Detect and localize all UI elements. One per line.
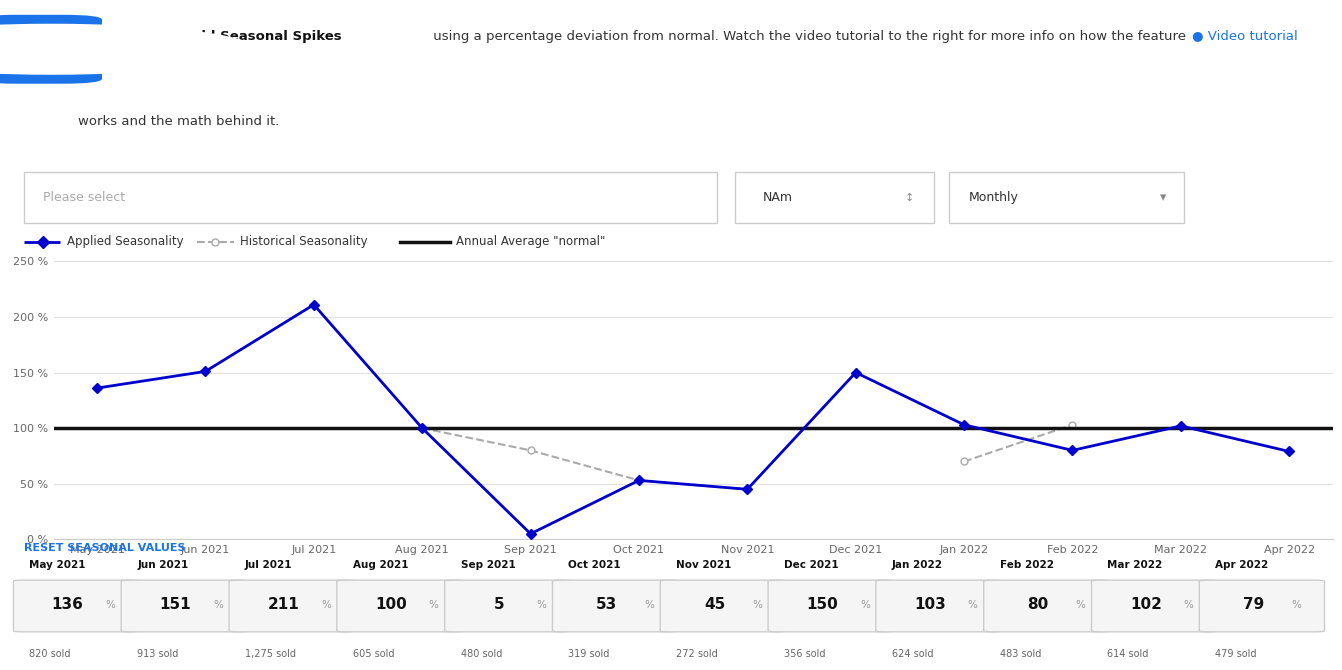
Text: 136: 136 [52,598,83,612]
Text: %: % [1184,600,1193,610]
FancyBboxPatch shape [24,172,717,223]
Text: Historical Seasonality: Historical Seasonality [240,235,368,249]
Text: Jun 2021: Jun 2021 [137,560,188,570]
FancyBboxPatch shape [229,580,354,632]
Text: 480 sold: 480 sold [460,649,502,659]
Text: 100: 100 [376,598,407,612]
Text: 614 sold: 614 sold [1107,649,1149,659]
FancyBboxPatch shape [768,580,894,632]
Text: 45: 45 [705,598,725,612]
FancyBboxPatch shape [735,172,934,223]
Text: Oct 2021: Oct 2021 [569,560,621,570]
Text: 624 sold: 624 sold [892,649,933,659]
Text: Automatically Add Seasonal Spikes: Automatically Add Seasonal Spikes [78,29,341,43]
Text: 820 sold: 820 sold [30,649,71,659]
Text: %: % [968,600,978,610]
Text: %: % [1076,600,1086,610]
Text: 102: 102 [1130,598,1162,612]
Text: ● Video tutorial: ● Video tutorial [1192,29,1298,43]
Text: 5: 5 [494,598,505,612]
Text: %: % [753,600,762,610]
Text: RESET SEASONAL VALUES: RESET SEASONAL VALUES [24,543,185,553]
Text: Jan 2022: Jan 2022 [892,560,943,570]
FancyBboxPatch shape [660,580,785,632]
FancyBboxPatch shape [444,580,570,632]
Text: Dec 2021: Dec 2021 [784,560,839,570]
Text: Jul 2021: Jul 2021 [246,560,293,570]
Text: %: % [537,600,546,610]
Text: 150: 150 [807,598,839,612]
FancyBboxPatch shape [121,580,247,632]
FancyBboxPatch shape [876,580,1001,632]
Text: %: % [1291,600,1302,610]
Text: Sep 2021: Sep 2021 [460,560,515,570]
Text: 913 sold: 913 sold [137,649,178,659]
Text: works and the math behind it.: works and the math behind it. [78,115,279,128]
Text: 319 sold: 319 sold [569,649,609,659]
FancyBboxPatch shape [13,580,138,632]
Text: Nov 2021: Nov 2021 [676,560,731,570]
Text: 1,275 sold: 1,275 sold [246,649,297,659]
Circle shape [0,24,255,74]
Text: 211: 211 [267,598,299,612]
FancyBboxPatch shape [949,172,1184,223]
Text: 272 sold: 272 sold [676,649,718,659]
Text: ↕: ↕ [906,193,914,202]
Text: %: % [860,600,870,610]
FancyBboxPatch shape [1091,580,1217,632]
Text: Aug 2021: Aug 2021 [353,560,408,570]
Text: 605 sold: 605 sold [353,649,395,659]
FancyBboxPatch shape [337,580,462,632]
Text: %: % [213,600,223,610]
Text: Apr 2022: Apr 2022 [1216,560,1268,570]
Text: Please select: Please select [43,191,125,204]
Text: 483 sold: 483 sold [1000,649,1041,659]
Text: %: % [644,600,655,610]
Text: 79: 79 [1243,598,1264,612]
Text: Annual Average "normal": Annual Average "normal" [456,235,605,249]
Text: 356 sold: 356 sold [784,649,825,659]
Text: 80: 80 [1028,598,1048,612]
Text: Monthly: Monthly [969,191,1019,204]
FancyBboxPatch shape [984,580,1108,632]
Text: Mar 2022: Mar 2022 [1107,560,1162,570]
Text: Feb 2022: Feb 2022 [1000,560,1053,570]
FancyBboxPatch shape [1200,580,1325,632]
Text: ▾: ▾ [1161,191,1166,204]
Text: %: % [429,600,439,610]
Text: 103: 103 [914,598,946,612]
Text: using a percentage deviation from normal. Watch the video tutorial to the right : using a percentage deviation from normal… [429,29,1186,43]
FancyBboxPatch shape [553,580,678,632]
Text: 53: 53 [596,598,617,612]
FancyBboxPatch shape [0,15,102,84]
Text: May 2021: May 2021 [30,560,86,570]
Text: 479 sold: 479 sold [1216,649,1256,659]
Text: Applied Seasonality: Applied Seasonality [67,235,184,249]
Text: NAm: NAm [762,191,792,204]
Text: %: % [106,600,115,610]
Text: 151: 151 [160,598,192,612]
Text: %: % [321,600,331,610]
